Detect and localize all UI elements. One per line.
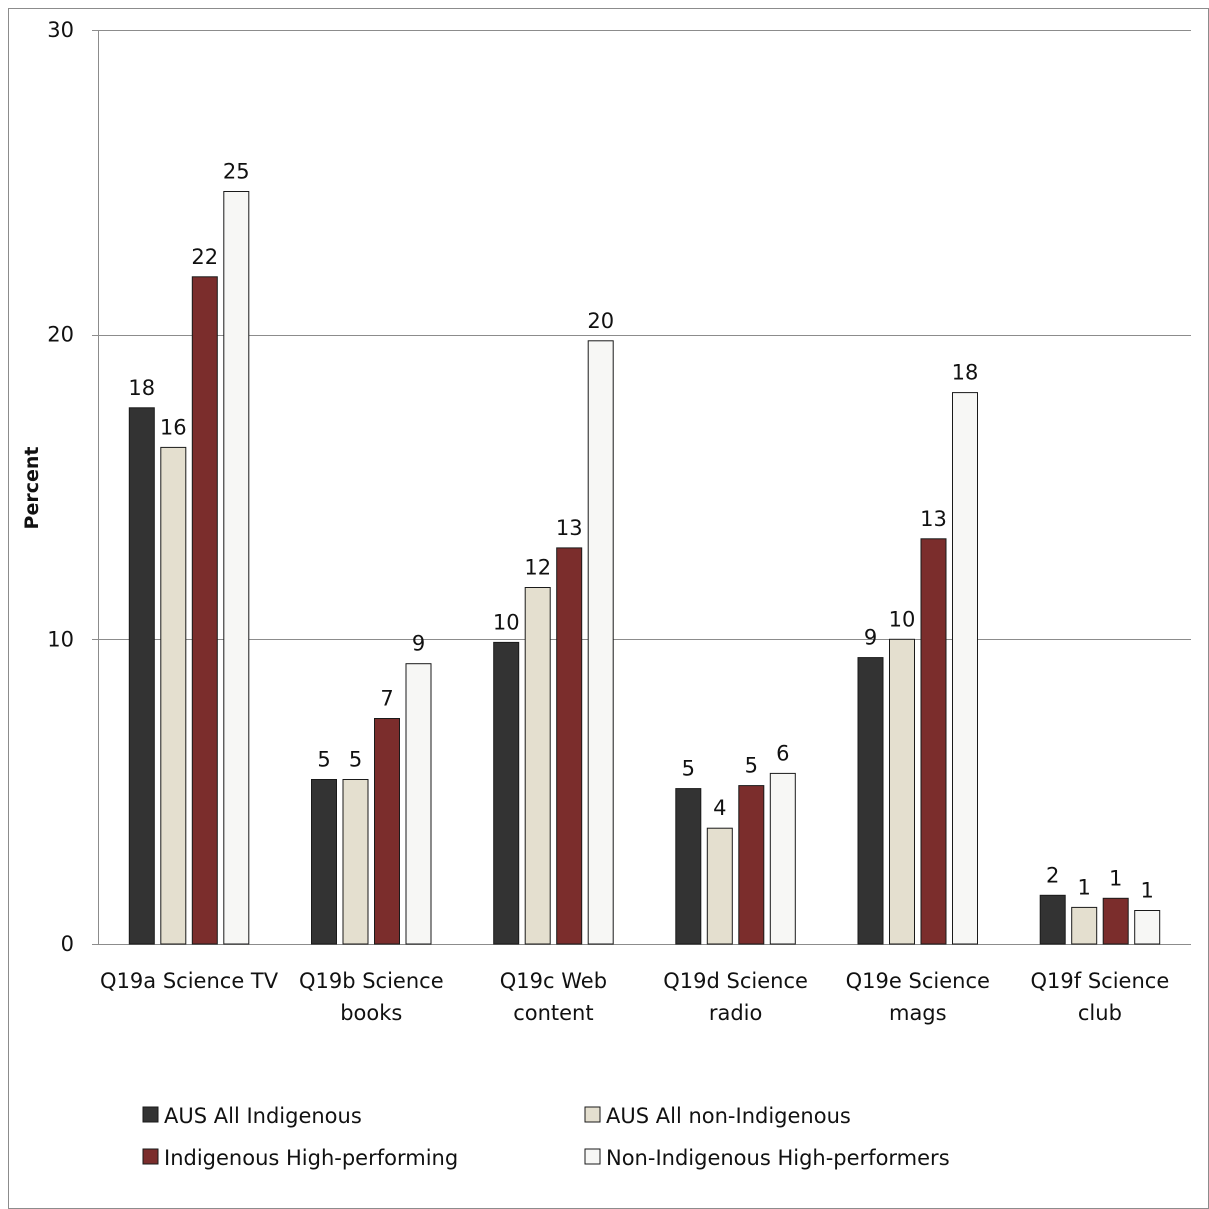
data-label: 20 — [587, 309, 614, 333]
data-label: 6 — [776, 741, 789, 765]
legend-label: Indigenous High-performing — [164, 1146, 458, 1170]
data-label: 5 — [682, 757, 695, 781]
legend-label: AUS All non-Indigenous — [606, 1104, 851, 1128]
y-tick-label: 0 — [61, 932, 74, 956]
bar — [160, 446, 187, 945]
data-label: 1 — [1078, 875, 1091, 899]
bar — [342, 779, 369, 945]
x-category-label: club — [1078, 1001, 1122, 1025]
gridlines — [98, 30, 1191, 640]
bar — [493, 641, 520, 945]
data-label: 9 — [864, 626, 877, 650]
data-label: 4 — [713, 796, 726, 820]
data-label: 9 — [412, 632, 425, 656]
legend-label: AUS All Indigenous — [164, 1104, 362, 1128]
bar — [587, 340, 614, 945]
data-label: 1 — [1109, 866, 1122, 890]
bar — [556, 547, 583, 945]
x-category-label: Q19e Science — [846, 969, 990, 993]
x-category-label: books — [340, 1001, 402, 1025]
x-category-label: content — [513, 1001, 593, 1025]
category-labels: Q19a Science TV Q19b Science books Q19c Web… — [100, 969, 1169, 1025]
bar — [920, 538, 947, 945]
legend-swatch — [584, 1148, 601, 1165]
bar — [128, 407, 155, 945]
bar — [405, 663, 432, 945]
x-category-label: radio — [709, 1001, 763, 1025]
y-tick-label: 20 — [47, 323, 74, 347]
x-category-label: Q19d Science — [663, 969, 808, 993]
data-label: 22 — [191, 245, 218, 269]
data-label: 5 — [349, 748, 362, 772]
bar — [857, 657, 884, 945]
legend-swatch — [142, 1106, 159, 1123]
bar — [191, 276, 218, 945]
bar — [1134, 910, 1161, 945]
data-label: 5 — [745, 754, 758, 778]
bar — [769, 772, 796, 945]
x-category-label: mags — [889, 1001, 947, 1025]
data-label: 25 — [223, 160, 250, 184]
data-label: 10 — [493, 610, 520, 634]
data-label: 18 — [128, 376, 155, 400]
data-label: 16 — [160, 415, 187, 439]
bar — [675, 788, 702, 945]
bar — [1039, 894, 1066, 945]
bar — [311, 779, 337, 945]
bar — [524, 587, 551, 945]
bar — [706, 827, 733, 945]
data-label: 7 — [380, 687, 393, 711]
data-label: 5 — [317, 748, 330, 772]
legend-label: Non-Indigenous High-performers — [606, 1146, 950, 1170]
x-category-label: Q19b Science — [299, 969, 444, 993]
data-label: 13 — [556, 516, 583, 540]
x-category-label: Q19a Science TV — [100, 969, 279, 993]
bar — [1071, 906, 1098, 945]
legend-swatch — [584, 1106, 601, 1123]
y-tick-label: 10 — [47, 627, 74, 651]
bar — [223, 191, 250, 945]
bar — [1102, 897, 1129, 945]
data-label: 13 — [920, 507, 947, 531]
x-category-label: Q19c Web — [500, 969, 607, 993]
bar — [738, 785, 765, 945]
data-label: 2 — [1046, 863, 1059, 887]
x-category-label: Q19f Science — [1031, 969, 1170, 993]
y-tick-label: 30 — [47, 18, 74, 42]
axes: 0 10 20 30 — [47, 18, 1191, 956]
bar — [952, 392, 978, 945]
data-label: 1 — [1141, 879, 1154, 903]
bar — [889, 638, 915, 945]
bar — [374, 718, 400, 945]
y-axis-title: Percent — [21, 447, 43, 530]
data-label: 10 — [889, 607, 916, 631]
data-label: 12 — [524, 556, 551, 580]
legend: AUS All Indigenous AUS All non-Indigenous… — [142, 1104, 950, 1170]
data-label: 18 — [952, 361, 979, 385]
legend-swatch — [142, 1148, 159, 1165]
bars — [128, 191, 1161, 945]
